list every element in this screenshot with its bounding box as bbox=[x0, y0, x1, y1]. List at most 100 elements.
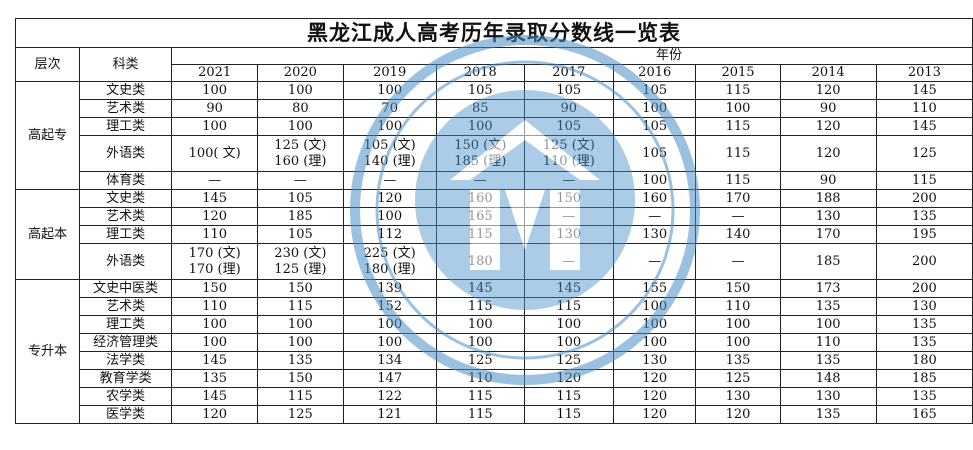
score-cell: 135 bbox=[875, 333, 973, 352]
category-cell: 农学类 bbox=[79, 387, 173, 406]
header-year: 2016 bbox=[612, 64, 697, 82]
score-cell: 110 bbox=[171, 297, 259, 316]
header-level: 层次 bbox=[14, 47, 81, 82]
score-cell: 115 bbox=[435, 387, 525, 406]
table-row: 理工类 100 100 100 100 100 100 100 100 135 bbox=[16, 315, 973, 334]
score-cell: 125 bbox=[435, 351, 525, 370]
score-cell: 165 bbox=[435, 207, 525, 226]
score-cell: 112 bbox=[342, 225, 437, 244]
score-cell: 90 bbox=[779, 99, 877, 118]
score-cell: — bbox=[523, 171, 614, 190]
score-cell: 90 bbox=[779, 171, 877, 190]
score-cell: 100 bbox=[695, 99, 781, 118]
score-cell: 170 bbox=[779, 225, 877, 244]
header-year: 2020 bbox=[257, 64, 344, 82]
score-cell: 125 bbox=[257, 405, 344, 424]
score-cell: 230 (文) 125 (理) bbox=[257, 243, 344, 280]
score-cell: 160 bbox=[612, 189, 697, 208]
score-cell: 130 bbox=[695, 387, 781, 406]
score-cell: 120 bbox=[612, 387, 697, 406]
score-cell: 120 bbox=[612, 369, 697, 388]
category-cell: 法学类 bbox=[79, 351, 173, 370]
score-cell: 105 bbox=[612, 81, 697, 100]
score-cell: — bbox=[695, 243, 781, 280]
score-cell: 140 bbox=[695, 225, 781, 244]
header-category: 科类 bbox=[79, 47, 173, 82]
header-year: 2015 bbox=[695, 64, 781, 82]
score-cell: 150 (文) 185 (理) bbox=[435, 135, 525, 172]
category-cell: 理工类 bbox=[79, 225, 173, 244]
score-cell: 185 bbox=[779, 243, 877, 280]
score-cell: 180 bbox=[435, 243, 525, 280]
score-cell: 134 bbox=[342, 351, 437, 370]
score-cell: 115 bbox=[257, 297, 344, 316]
score-cell: 100 bbox=[171, 333, 259, 352]
score-cell: 110 bbox=[171, 225, 259, 244]
level-cell: 高起专 bbox=[14, 81, 81, 190]
score-cell: 100 bbox=[257, 315, 344, 334]
category-cell: 理工类 bbox=[79, 117, 173, 136]
score-cell: 100 bbox=[612, 333, 697, 352]
table-row: 外语类 170 (文) 170 (理) 230 (文) 125 (理) 225 (文)… bbox=[16, 243, 973, 280]
score-cell: 200 bbox=[875, 189, 973, 208]
category-cell: 理工类 bbox=[79, 315, 173, 334]
score-cell: 110 bbox=[435, 369, 525, 388]
table-row: 艺术类 120 185 100 165— — —130 135 bbox=[16, 207, 973, 226]
score-cell: 100 bbox=[435, 117, 525, 136]
score-cell: 115 bbox=[435, 405, 525, 424]
score-table: 黑龙江成人高考历年录取分数线一览表 层次 科类 年份 2021 2020 2019 2… bbox=[14, 18, 973, 424]
score-cell: 100 bbox=[342, 333, 437, 352]
score-cell: 100 bbox=[695, 315, 781, 334]
score-cell: 105 (文) 140 (理) bbox=[342, 135, 437, 172]
score-cell: 115 bbox=[695, 171, 781, 190]
table-row: 法学类 145 135 134 125 125 130 135 135 180 bbox=[16, 351, 973, 370]
score-cell: — bbox=[612, 207, 697, 226]
score-cell: 135 bbox=[875, 315, 973, 334]
score-cell: 135 bbox=[257, 351, 344, 370]
category-cell: 艺术类 bbox=[79, 99, 173, 118]
score-cell: 100 bbox=[523, 315, 614, 334]
score-cell: 135 bbox=[875, 207, 973, 226]
table-row: 高起本 文史类 145 105 120 160 150 160 170 188 200 bbox=[14, 189, 973, 280]
table-row: 专升本 文史中医类 150 150 139 145 145 155 150 173 200 bbox=[14, 279, 973, 424]
score-cell: 105 bbox=[612, 135, 697, 172]
table-row: 经济管理类 100 100 100 100 100 100 100 110 135 bbox=[16, 333, 973, 352]
score-cell: — bbox=[342, 171, 437, 190]
score-cell: 185 bbox=[257, 207, 344, 226]
header-year: 2014 bbox=[779, 64, 877, 82]
score-cell: 150 bbox=[171, 279, 259, 298]
score-cell: — bbox=[435, 171, 525, 190]
score-cell: 120 bbox=[342, 189, 437, 208]
table-row: 理工类 100 100 100 100 105 105 115 120 145 bbox=[16, 117, 973, 136]
score-cell: 115 bbox=[435, 225, 525, 244]
score-cell: 115 bbox=[695, 135, 781, 172]
score-cell: 130 bbox=[779, 207, 877, 226]
score-cell: 120 bbox=[695, 405, 781, 424]
score-cell: 150 bbox=[257, 279, 344, 298]
score-cell: 125 (文) 110 (理) bbox=[523, 135, 614, 172]
score-cell: 105 bbox=[257, 225, 344, 244]
score-cell: 115 bbox=[695, 117, 781, 136]
score-cell: 100 bbox=[171, 81, 259, 100]
header-year: 2021 bbox=[171, 64, 259, 82]
score-cell: 200 bbox=[875, 243, 973, 280]
score-cell: 152 bbox=[342, 297, 437, 316]
score-cell: 225 (文) 180 (理) bbox=[342, 243, 437, 280]
score-cell: 80 bbox=[257, 99, 344, 118]
category-cell: 艺术类 bbox=[79, 297, 173, 316]
score-cell: 100 bbox=[342, 207, 437, 226]
score-cell: 121 bbox=[342, 405, 437, 424]
category-cell: 医学类 bbox=[79, 405, 173, 424]
score-cell: 145 bbox=[171, 387, 259, 406]
score-cell: 115 bbox=[257, 387, 344, 406]
score-cell: 130 bbox=[875, 297, 973, 316]
score-cell: 135 bbox=[171, 369, 259, 388]
category-cell: 文史类 bbox=[79, 81, 173, 100]
score-cell: 100 bbox=[342, 81, 437, 100]
score-cell: 170 (文) 170 (理) bbox=[171, 243, 259, 280]
table-title: 黑龙江成人高考历年录取分数线一览表 bbox=[15, 18, 973, 48]
table-row: 医学类 120 125 121 115 115 120 120 135 165 bbox=[16, 405, 973, 424]
score-cell: 122 bbox=[342, 387, 437, 406]
score-cell: 100 bbox=[171, 315, 259, 334]
level-cell: 高起本 bbox=[14, 189, 81, 280]
